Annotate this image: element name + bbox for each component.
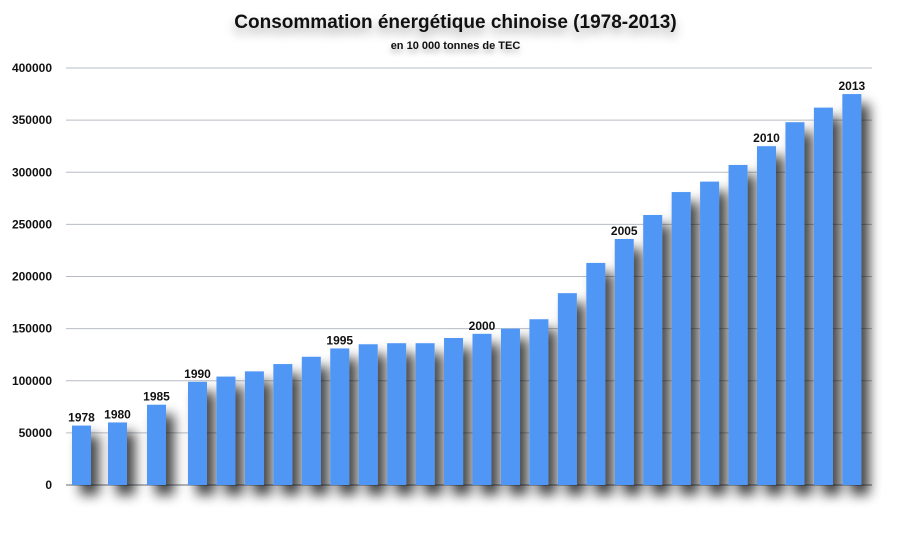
bar-1978 (72, 425, 91, 485)
bar-1991 (216, 376, 236, 485)
data-label-1978: 1978 (68, 411, 95, 425)
bar-2000 (472, 333, 492, 485)
bar-1980 (108, 422, 127, 485)
data-label-1980: 1980 (104, 407, 131, 421)
bar-2012 (813, 107, 833, 486)
chart-subtitle: en 10 000 tonnes de TEC (390, 40, 521, 52)
y-axis: 0 50000 100000 150000 200000 250000 300000 3500… (12, 61, 52, 492)
bar-1992 (244, 371, 264, 485)
bar-2003 (557, 293, 577, 485)
y-tick-label: 150000 (12, 322, 52, 336)
y-tick-label: 200000 (12, 270, 52, 284)
bar-2001 (500, 328, 520, 485)
y-tick-label: 250000 (12, 217, 52, 231)
bar-2004 (586, 262, 606, 485)
bar-1996 (358, 344, 378, 485)
y-tick-label: 300000 (12, 165, 52, 179)
bar-2006 (643, 214, 663, 485)
data-label-2013: 2013 (838, 79, 865, 93)
bar-1995 (330, 348, 350, 485)
bar-2011 (785, 122, 805, 486)
y-tick-label: 350000 (12, 113, 52, 127)
bar-2008 (700, 181, 720, 485)
grid-lines (66, 67, 872, 486)
y-tick-label: 100000 (12, 374, 52, 388)
data-label-2005: 2005 (611, 224, 638, 238)
chart-header: Consommation énergétique chinoise (1978-… (0, 0, 911, 60)
chart-title: Consommation énergétique chinoise (1978-… (234, 12, 677, 33)
data-labels: 1978 1980 1985 1990 1995 2000 2005 2010 2013 (68, 79, 865, 425)
bar-1998 (415, 343, 435, 485)
y-tick-label: 0 (45, 478, 52, 492)
bar-2010 (757, 146, 776, 485)
bar-1993 (273, 364, 293, 485)
bars (72, 94, 862, 486)
data-label-2010: 2010 (753, 131, 780, 145)
bar-2013 (842, 94, 862, 485)
bar-2009 (728, 164, 748, 485)
data-label-1985: 1985 (143, 390, 170, 404)
data-label-1995: 1995 (326, 333, 353, 347)
bar-1999 (444, 338, 464, 485)
bar-1990 (188, 381, 207, 485)
bar-1997 (387, 343, 407, 485)
bar-2005 (614, 238, 634, 485)
bar-2002 (529, 319, 549, 485)
bar-2007 (671, 192, 691, 485)
data-label-2000: 2000 (469, 319, 496, 333)
bar-1985 (147, 404, 166, 485)
y-tick-label: 400000 (12, 61, 52, 75)
y-tick-label: 50000 (19, 426, 53, 440)
data-label-1990: 1990 (184, 367, 211, 381)
bar-1994 (301, 356, 321, 485)
